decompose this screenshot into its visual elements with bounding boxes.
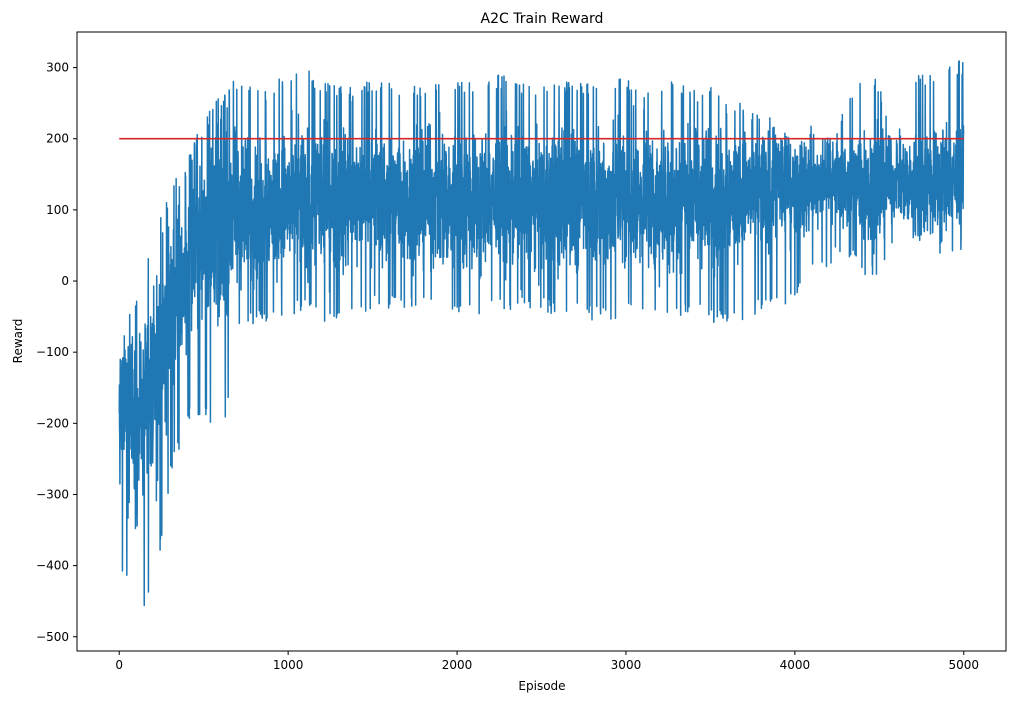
y-axis-label: Reward [11, 319, 25, 364]
y-tick-label: −300 [36, 487, 69, 501]
y-tick-label: −400 [36, 559, 69, 573]
y-axis-ticks: −500 −400 −300 −200 −100 0 100 200 300 [36, 61, 77, 644]
axes-frame [76, 31, 1007, 652]
y-tick-label: 200 [46, 132, 69, 146]
series-layer [118, 60, 965, 607]
y-tick-label: 300 [46, 61, 69, 75]
x-tick-label: 3000 [611, 658, 642, 672]
reward-series-line [118, 60, 965, 607]
x-tick-label: 0 [115, 658, 123, 672]
y-tick-label: −100 [36, 345, 69, 359]
chart-title: A2C Train Reward [481, 11, 604, 27]
y-tick-label: 100 [46, 203, 69, 217]
plot-area [76, 31, 1007, 652]
x-axis-ticks: 0 1000 2000 3000 4000 5000 [115, 651, 979, 672]
x-tick-label: 4000 [780, 658, 811, 672]
y-tick-label: 0 [61, 274, 69, 288]
x-tick-label: 2000 [442, 658, 473, 672]
x-axis-label: Episode [518, 679, 565, 693]
x-tick-label: 5000 [948, 658, 979, 672]
y-tick-label: −500 [36, 630, 69, 644]
y-tick-label: −200 [36, 416, 69, 430]
x-tick-label: 1000 [273, 658, 304, 672]
